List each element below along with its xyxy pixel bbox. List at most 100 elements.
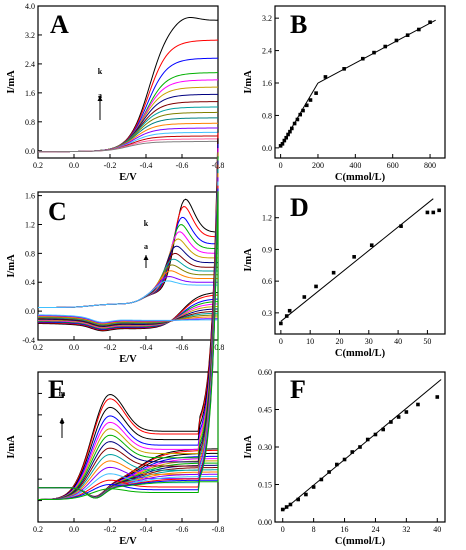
x-axis-label: C(mmol/L) — [335, 172, 386, 183]
y-tick-label: 3.2 — [262, 14, 272, 23]
y-tick-label: 0.30 — [258, 443, 272, 452]
x-tick-label: 0.0 — [69, 161, 79, 170]
x-axis-label: E/V — [119, 172, 137, 183]
arrow-end-label: m — [59, 389, 66, 398]
panel-f-calibration-chart: 0 8 16 24 32 40 0.00 0.15 0.30 0.45 0.60 C(mmol/L) I… — [243, 368, 446, 547]
data-point — [335, 462, 339, 467]
x-axis-label: E/V — [119, 536, 137, 547]
x-tick-label: 32 — [402, 525, 410, 534]
cv-curve — [37, 252, 219, 327]
x-tick-label: 16 — [341, 525, 349, 534]
y-tick-label: 0.3 — [262, 309, 272, 318]
panel-letter: A — [50, 10, 69, 39]
data-point — [342, 67, 346, 71]
y-tick-label: 0.8 — [25, 249, 35, 258]
y-tick-label: 0.0 — [25, 147, 35, 156]
x-tick-label: -0.6 — [176, 343, 189, 352]
plot-frame — [274, 5, 446, 159]
trend-arrow-head — [143, 255, 149, 260]
x-axis-label: E/V — [119, 354, 137, 365]
x-tick-label: 600 — [387, 161, 399, 170]
x-tick-label: 24 — [371, 525, 379, 534]
x-tick-label: 0 — [279, 337, 283, 346]
data-point — [352, 255, 356, 259]
plot-frame — [274, 185, 446, 335]
x-tick-label: 0.0 — [69, 525, 79, 534]
y-tick-label: 0.45 — [258, 406, 272, 415]
x-tick-label: 0 — [281, 525, 285, 534]
y-tick-label: 0.0 — [262, 144, 272, 153]
data-point — [280, 142, 285, 146]
x-tick-label: 40 — [433, 525, 441, 534]
y-axis-label: I/mA — [6, 435, 17, 459]
trend-arrow-head — [59, 418, 65, 423]
y-tick-label: 1.6 — [25, 192, 35, 201]
x-tick-label: 0.2 — [33, 525, 43, 534]
data-point — [431, 210, 436, 215]
fit-line — [317, 19, 436, 84]
data-point — [292, 121, 297, 126]
data-point — [373, 432, 378, 437]
data-point — [405, 33, 410, 37]
trend-arrow-head — [97, 96, 103, 101]
y-tick-label: 0.00 — [258, 518, 272, 527]
data-point — [381, 427, 385, 432]
data-point — [342, 457, 347, 462]
y-tick-label: 0.9 — [262, 245, 272, 254]
panel-letter: C — [48, 197, 67, 226]
y-tick-label: -0.4 — [22, 336, 35, 345]
data-point — [301, 108, 305, 113]
data-point — [286, 132, 290, 137]
data-point — [383, 44, 388, 49]
y-axis-label: I/mA — [6, 254, 17, 278]
y-tick-label: 0.60 — [258, 368, 272, 377]
x-tick-label: 0.2 — [33, 161, 43, 170]
data-point — [278, 144, 283, 148]
x-axis-label: C(mmol/L) — [335, 348, 386, 359]
data-point — [296, 497, 300, 502]
data-point — [304, 492, 308, 497]
data-point — [437, 208, 441, 213]
data-point — [435, 395, 440, 399]
y-axis-label: I/mA — [6, 70, 17, 94]
y-tick-label: 3.2 — [25, 31, 35, 40]
data-point — [327, 470, 331, 474]
data-point — [350, 450, 355, 454]
x-tick-label: 0.0 — [69, 343, 79, 352]
data-point — [417, 27, 421, 32]
data-point — [396, 415, 401, 419]
data-point — [331, 270, 336, 275]
data-point — [314, 91, 318, 95]
panel-d-calibration-chart: 0 10 20 30 40 50 0.3 0.6 0.9 1.2 C(mmol/L) I/mA D — [243, 185, 446, 359]
arrow-start-label: a — [144, 242, 148, 251]
data-point — [304, 103, 309, 108]
data-point — [428, 20, 432, 25]
x-tick-label: 10 — [306, 337, 314, 346]
x-tick-label: 50 — [423, 337, 431, 346]
arrow-start-label: a — [98, 91, 102, 100]
data-point — [369, 243, 374, 247]
arrow-end-label: k — [144, 219, 149, 228]
data-point — [361, 56, 365, 61]
x-tick-label: -0.8 — [212, 525, 225, 534]
data-point — [295, 117, 300, 122]
y-tick-label: 0.0 — [25, 307, 35, 316]
y-tick-label: 0.8 — [25, 118, 35, 127]
y-tick-label: 2.4 — [25, 60, 35, 69]
data-point — [280, 507, 285, 512]
panel-b-calibration-chart: 0 200 400 600 800 0.0 0.8 1.6 2.4 3.2 C(mmol/L) I/m… — [243, 5, 446, 183]
cv-curve — [37, 231, 219, 329]
data-point — [288, 129, 292, 134]
data-point — [416, 402, 420, 407]
x-tick-label: 20 — [335, 337, 343, 346]
x-tick-label: -0.4 — [140, 343, 153, 352]
data-point — [365, 437, 370, 442]
x-tick-label: -0.2 — [104, 525, 117, 534]
cv-curve — [37, 140, 219, 153]
cv-curve — [37, 238, 219, 328]
x-tick-label: -0.4 — [140, 161, 153, 170]
data-point — [282, 138, 287, 143]
x-tick-label: -0.2 — [104, 343, 117, 352]
x-tick-label: 8 — [312, 525, 316, 534]
